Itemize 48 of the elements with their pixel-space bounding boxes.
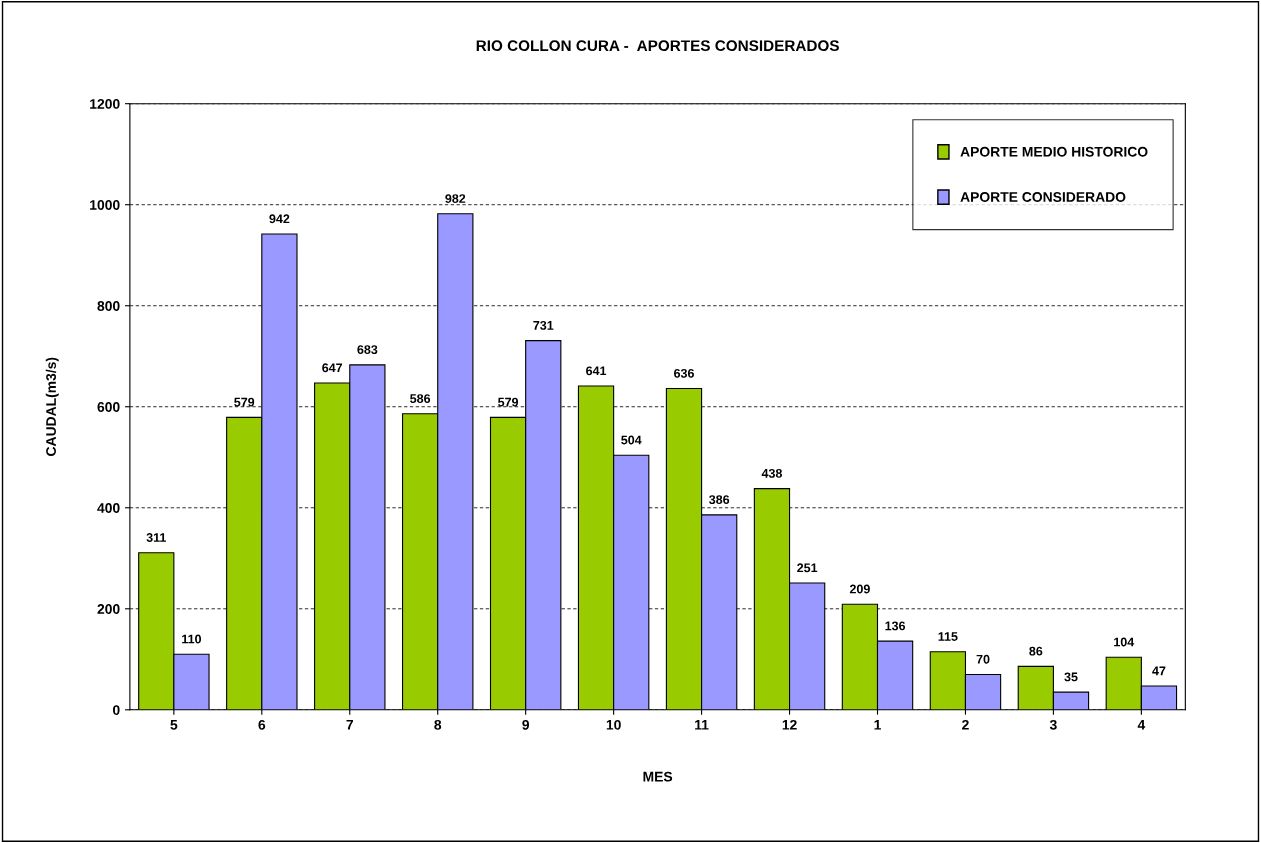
data-label: 579 — [234, 397, 255, 407]
data-label: 115 — [938, 632, 958, 641]
y-tick-label: 800 — [97, 301, 120, 311]
x-tick-label: 7 — [346, 720, 354, 730]
x-tick-label: 10 — [606, 719, 621, 730]
data-label: 386 — [709, 495, 730, 505]
x-tick-label: 9 — [522, 719, 530, 730]
data-label: 251 — [797, 563, 818, 573]
x-axis-title: MES — [643, 771, 673, 782]
data-label: 579 — [498, 397, 519, 407]
x-tick-label: 1 — [874, 720, 881, 730]
data-label: 586 — [410, 394, 431, 404]
y-tick-label: 1000 — [90, 200, 120, 210]
y-tick-label: 600 — [97, 402, 120, 412]
data-label: 209 — [849, 584, 870, 594]
data-label: 982 — [445, 194, 466, 203]
legend-label: APORTE MEDIO HISTORICO — [960, 146, 1148, 157]
data-label: 86 — [1029, 646, 1043, 656]
data-label: 104 — [1114, 637, 1135, 647]
x-tick-label: 2 — [962, 719, 969, 730]
data-label: 683 — [357, 345, 378, 355]
data-label: 47 — [1152, 666, 1166, 676]
x-tick-label: 8 — [434, 719, 442, 730]
data-label: 647 — [322, 363, 343, 373]
x-tick-label: 11 — [695, 720, 709, 730]
data-label: 641 — [586, 366, 607, 376]
y-tick-label: 1200 — [90, 99, 120, 109]
data-label: 731 — [533, 320, 554, 330]
data-label: 311 — [146, 533, 167, 542]
y-axis-title: CAUDAL(m3/s) — [45, 357, 59, 456]
data-label: 70 — [976, 654, 990, 664]
data-label: 35 — [1064, 672, 1078, 682]
y-tick-label: 200 — [97, 604, 120, 614]
data-label: 438 — [761, 468, 782, 478]
x-tick-label: 3 — [1049, 719, 1057, 730]
data-label: 136 — [885, 621, 906, 631]
x-tick-label: 6 — [258, 719, 266, 730]
data-label: 942 — [269, 214, 290, 224]
x-tick-label: 4 — [1137, 720, 1146, 730]
data-label: 504 — [621, 435, 642, 445]
legend-label: APORTE CONSIDERADO — [960, 192, 1126, 202]
x-tick-label: 5 — [170, 720, 178, 730]
data-label: 636 — [674, 368, 694, 378]
data-label: 110 — [182, 634, 202, 644]
y-tick-label: 0 — [112, 705, 120, 715]
y-tick-label: 400 — [97, 503, 120, 513]
x-tick-label: 12 — [782, 719, 797, 730]
chart-title: RIO COLLON CURA - APORTES CONSIDERADOS — [476, 40, 839, 52]
